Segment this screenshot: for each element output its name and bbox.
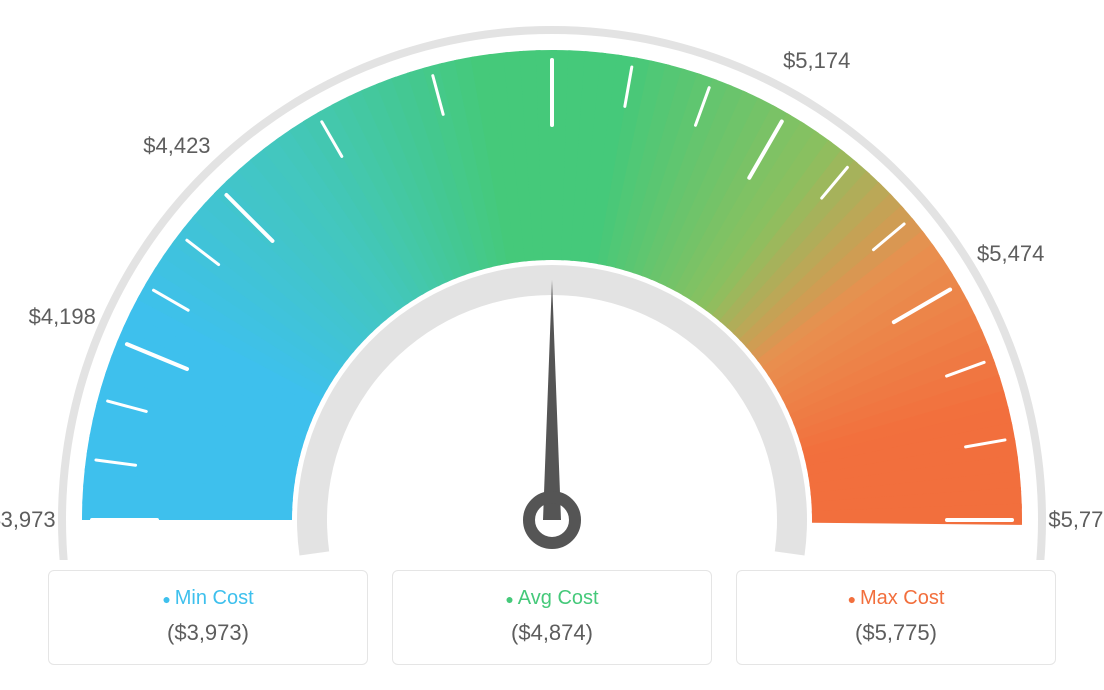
tick-label: $3,973 <box>0 507 56 533</box>
tick-label: $4,874 <box>518 0 585 3</box>
gauge-chart: $3,973 $4,198 $4,423 $4,874 $5,174 $5,474 $5,7… <box>0 0 1104 560</box>
gauge-svg <box>0 0 1104 560</box>
summary-row: Min Cost ($3,973) Avg Cost ($4,874) Max Cost… <box>0 570 1104 665</box>
summary-card-value: ($5,775) <box>737 620 1055 646</box>
summary-card-title: Min Cost <box>49 587 367 610</box>
summary-card: Max Cost ($5,775) <box>736 570 1056 665</box>
summary-card-title: Max Cost <box>737 587 1055 610</box>
summary-card: Avg Cost ($4,874) <box>392 570 712 665</box>
tick-label: $4,423 <box>143 133 210 159</box>
tick-label: $5,775 <box>1048 507 1104 533</box>
summary-card: Min Cost ($3,973) <box>48 570 368 665</box>
summary-card-value: ($3,973) <box>49 620 367 646</box>
tick-label: $5,474 <box>977 241 1044 267</box>
summary-card-value: ($4,874) <box>393 620 711 646</box>
tick-label: $5,174 <box>783 48 850 74</box>
summary-card-title: Avg Cost <box>393 587 711 610</box>
needle <box>543 280 561 520</box>
tick-label: $4,198 <box>29 304 96 330</box>
